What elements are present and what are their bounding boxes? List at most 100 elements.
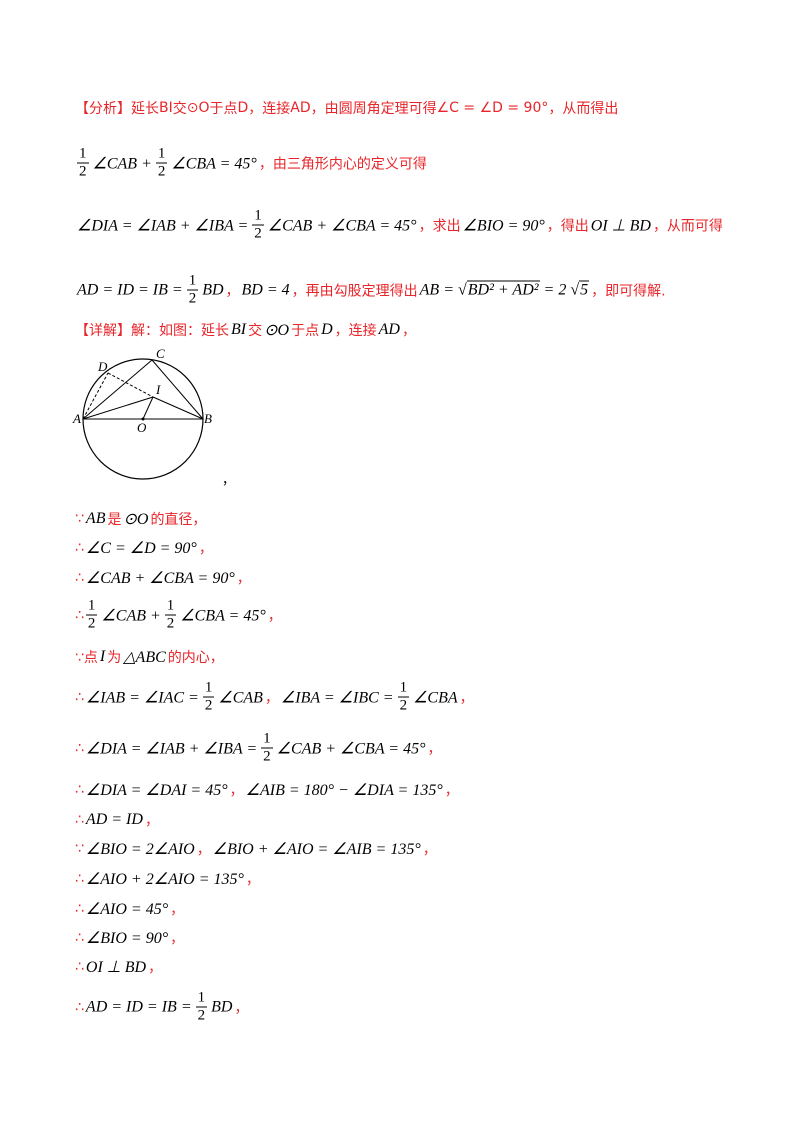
text: ，	[234, 1000, 249, 1016]
radicand: 5	[579, 280, 590, 298]
numerator: 1	[252, 207, 264, 226]
text-line: ∴ AD = ID，	[75, 810, 159, 830]
text-line: ∴ 1 2 ∠CAB +1 2 ∠CBA = 45°，	[75, 598, 282, 633]
text: ，	[427, 741, 442, 757]
numerator: 1	[85, 597, 98, 616]
dashed-segment	[82, 372, 109, 420]
denominator: 2	[254, 225, 262, 242]
point-label: B	[204, 411, 212, 426]
text-line: ∴ ∠BIO = 90°，	[75, 928, 184, 948]
math: OI ⊥ BD	[590, 217, 651, 234]
math: AD	[378, 321, 400, 338]
text: ∵	[75, 511, 84, 527]
text: ∴	[75, 812, 84, 828]
math: ∠BIO = 90°	[85, 930, 169, 947]
math: I	[99, 648, 106, 665]
math: ∠CAB +	[92, 155, 152, 172]
text: ，连接	[248, 101, 291, 117]
text: ，求出	[418, 218, 461, 234]
math: △ABC	[123, 649, 166, 666]
note: ，	[222, 472, 235, 487]
math: ∠AIB = 180° − ∠DIA = 135°	[245, 782, 443, 799]
text: ∴	[75, 540, 84, 556]
numerator: 1	[195, 989, 208, 1008]
text: ，	[264, 690, 279, 706]
point-label: C	[156, 346, 165, 361]
numerator: 1	[77, 145, 89, 164]
math: ⊙O	[123, 511, 149, 528]
math: ∠C = ∠D = 90°	[85, 540, 197, 557]
math: ∠CAB + ∠CBA = 45°	[276, 740, 426, 757]
denominator: 2	[197, 1007, 206, 1024]
text-line: 【分析】延长 BI 交 ⊙O 于点 D ，连接 AD ，由圆周角定理可得 ∠C = ∠D = 90…	[75, 98, 618, 118]
text: ，由圆周角定理可得	[310, 101, 437, 117]
math: BD	[211, 998, 233, 1015]
dashed-segment	[107, 372, 154, 398]
math: BD	[202, 281, 224, 298]
text-line: ∴ ∠C = ∠D = 90°，	[75, 538, 213, 558]
text: ，	[229, 783, 244, 799]
segment	[152, 396, 204, 420]
text-line: ∴ ∠AIO = 45°，	[75, 899, 184, 919]
text: ，	[401, 323, 416, 339]
text: 交	[172, 101, 187, 117]
text: 是	[107, 512, 122, 528]
denominator: 2	[263, 748, 271, 765]
text-line: ∴ ∠CAB + ∠CBA = 90°，	[75, 568, 251, 588]
math: AB	[85, 510, 106, 527]
text: ，	[236, 571, 251, 587]
text: ∴	[75, 901, 84, 917]
math: ∠DIA = ∠IAB + ∠IBA =	[77, 217, 249, 234]
text-line: ∠DIA = ∠IAB + ∠IBA = 1 2 ∠CAB + ∠CBA = 45°，…	[75, 208, 723, 243]
denominator: 2	[399, 697, 408, 714]
text: D	[237, 100, 249, 116]
point-label: I	[155, 382, 161, 397]
denominator: 2	[188, 290, 197, 307]
numerator: 1	[155, 145, 168, 164]
text: 【详解】解：如图：延长	[75, 323, 229, 339]
numerator: 1	[186, 272, 199, 291]
text-line: ∴ ∠DIA = ∠DAI = 45°， ∠AIB = 180° − ∠DIA = …	[75, 780, 459, 800]
text: ，连接	[334, 323, 377, 339]
text: ，	[225, 283, 240, 299]
text: ∴	[75, 782, 84, 798]
text: ∴	[75, 871, 84, 887]
math: ∠DIA = ∠IAB + ∠IBA =	[85, 740, 258, 757]
numerator: 1	[261, 730, 273, 749]
segment	[82, 359, 153, 420]
math: D	[321, 321, 333, 338]
text: 的直径，	[150, 512, 207, 528]
text: ∴	[75, 689, 84, 705]
text: ∴	[75, 959, 84, 975]
denominator: 2	[166, 615, 175, 632]
math: ∠BIO = 90°	[462, 217, 545, 234]
text: 于点	[209, 101, 238, 117]
math: AD = ID = IB =	[77, 281, 183, 298]
text-line: ∵ AB 是 ⊙O 的直径，	[75, 509, 206, 529]
denominator: 2	[204, 697, 213, 714]
text: ，再由勾股定理得出	[291, 283, 418, 299]
text: ，	[148, 960, 163, 976]
segment	[82, 396, 154, 420]
text: ，	[267, 608, 282, 624]
math: ∠AIO + 2∠AIO = 135°	[85, 871, 244, 888]
text: ，	[459, 690, 474, 706]
text: ，从而得出	[548, 101, 619, 117]
text: ∴	[75, 607, 84, 623]
text-line: ∵点 I 为 △ABC 的内心，	[75, 647, 224, 667]
text: ∵	[75, 841, 84, 857]
text: 为	[107, 650, 122, 666]
text: ，由三角形内心的定义可得	[258, 156, 427, 172]
text: ∵点	[75, 650, 98, 666]
point-label: A	[72, 411, 81, 426]
text: ，	[245, 872, 260, 888]
